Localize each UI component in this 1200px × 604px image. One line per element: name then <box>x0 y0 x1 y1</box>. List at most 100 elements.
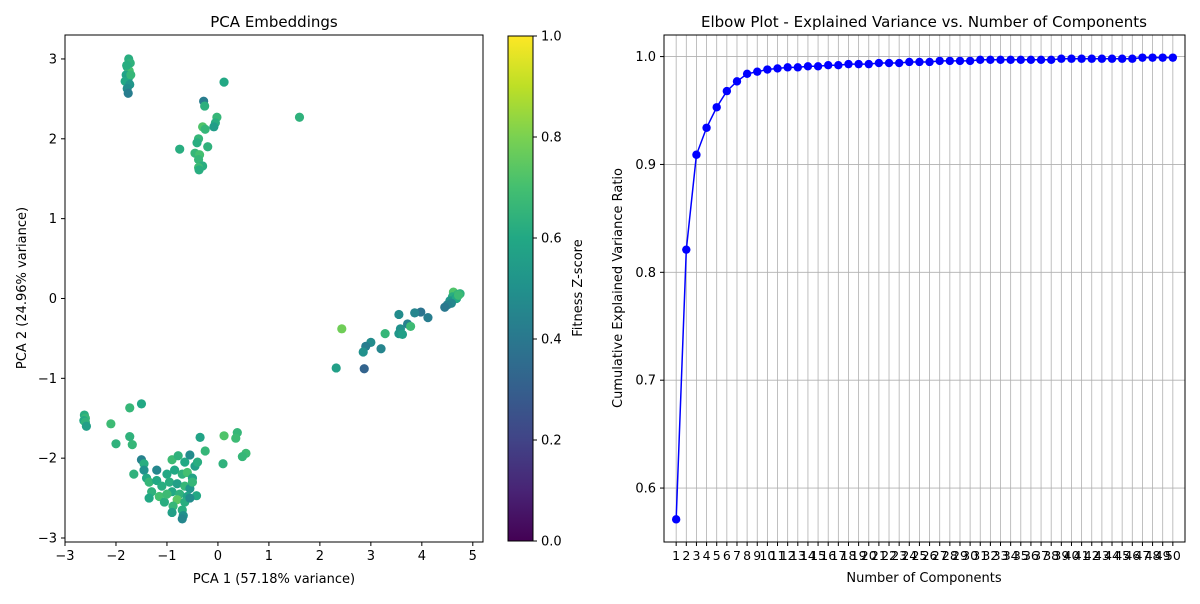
y-tick-label: 0.7 <box>635 374 656 389</box>
x-tick-label: 42 <box>1084 548 1100 563</box>
x-tick-label: 47 <box>1134 548 1150 563</box>
scatter-point <box>200 446 210 456</box>
y-tick-label: 2 <box>49 132 57 147</box>
x-tick-label: 27 <box>932 548 948 563</box>
scatter-point <box>162 469 172 479</box>
x-tick-label: 26 <box>922 548 938 563</box>
x-tick-label: 14 <box>800 548 816 563</box>
elbow-point <box>894 58 904 68</box>
scatter-point <box>164 477 175 487</box>
scatter-point <box>218 459 228 469</box>
scatter-point <box>194 165 204 175</box>
elbow-point <box>965 56 975 66</box>
x-tick-label: 37 <box>1033 548 1049 563</box>
scatter-title: PCA Embeddings <box>210 13 338 31</box>
x-tick-label: 44 <box>1104 548 1120 563</box>
x-tick-label: 1 <box>265 549 273 564</box>
x-tick-label: 11 <box>770 548 786 563</box>
elbow-point <box>773 64 782 73</box>
x-tick-label: 31 <box>972 548 988 563</box>
elbow-point <box>742 69 752 79</box>
elbow-point <box>712 103 721 112</box>
x-tick-label: 38 <box>1043 548 1059 563</box>
x-tick-label: 24 <box>901 548 917 563</box>
scatter-point <box>157 481 167 491</box>
scatter-point <box>136 399 147 409</box>
x-tick-label: 48 <box>1145 548 1161 563</box>
x-tick-label: 46 <box>1124 548 1140 563</box>
elbow-point <box>682 245 691 254</box>
x-tick-label: 25 <box>911 548 927 563</box>
scatter-point <box>177 514 187 524</box>
elbow-point <box>1138 53 1147 62</box>
elbow-point <box>1006 55 1015 65</box>
elbow-point <box>874 58 884 68</box>
scatter-point <box>81 421 92 431</box>
scatter-point <box>219 77 229 87</box>
scatter-point <box>192 138 202 148</box>
scatter-point <box>111 439 121 449</box>
scatter-point <box>126 70 136 80</box>
x-tick-label: 41 <box>1074 548 1090 563</box>
x-tick-label: 19 <box>851 548 867 563</box>
x-tick-label: 9 <box>753 548 761 563</box>
scatter-point <box>200 101 210 111</box>
scatter-point <box>152 465 162 475</box>
x-tick-label: 34 <box>1003 548 1019 563</box>
x-tick-label: 39 <box>1053 548 1069 563</box>
x-tick-label: 3 <box>367 549 375 564</box>
elbow-point <box>783 63 792 72</box>
elbow-point <box>824 61 833 70</box>
scatter-point <box>144 493 154 503</box>
scatter-point <box>169 465 180 475</box>
scatter-point <box>359 364 369 374</box>
x-tick-label: 40 <box>1064 548 1080 563</box>
elbow-xlabel: Number of Components <box>846 571 1001 586</box>
x-tick-label: −2 <box>106 549 125 564</box>
colorbar-ticks: 0.0 0.2 0.4 0.6 0.8 1.0 <box>533 30 562 550</box>
scatter-point <box>185 450 195 460</box>
x-tick-label: 35 <box>1013 548 1029 563</box>
x-tick-label: 29 <box>952 548 968 563</box>
scatter-point <box>358 347 368 357</box>
elbow-point <box>884 58 894 68</box>
scatter-point <box>337 324 347 334</box>
scatter-x-ticks: −3 −2 −1 0 1 2 3 4 5 <box>55 542 477 564</box>
y-tick-label: −2 <box>38 452 57 467</box>
elbow-grid <box>664 35 1185 542</box>
scatter-point <box>127 439 137 450</box>
x-tick-label: 12 <box>780 548 796 563</box>
colorbar-tick-label: 1.0 <box>541 30 562 45</box>
x-tick-label: 1 <box>672 548 680 563</box>
x-tick-label: 5 <box>469 549 477 564</box>
x-tick-label: 45 <box>1114 548 1130 563</box>
elbow-point <box>1168 53 1178 62</box>
elbow-point <box>844 59 853 69</box>
x-tick-label: 20 <box>861 548 877 563</box>
elbow-point <box>732 77 742 86</box>
elbow-point <box>793 63 802 72</box>
colorbar-tick-label: 0.2 <box>541 434 562 449</box>
elbow-point <box>1107 54 1117 63</box>
elbow-point <box>671 515 681 524</box>
x-tick-label: −3 <box>55 549 74 564</box>
elbow-point <box>1087 54 1096 63</box>
scatter-point <box>167 507 177 518</box>
y-tick-label: 1.0 <box>635 50 656 65</box>
x-tick-label: 10 <box>759 548 775 563</box>
elbow-point <box>1067 54 1076 63</box>
elbow-point <box>996 55 1005 65</box>
scatter-point <box>173 451 183 461</box>
x-tick-label: 5 <box>713 548 721 563</box>
y-tick-label: 0.6 <box>635 482 656 497</box>
scatter-point <box>125 432 135 442</box>
scatter-point <box>406 321 416 332</box>
elbow-point <box>1158 53 1167 62</box>
x-tick-label: 22 <box>881 548 897 563</box>
elbow-point <box>905 57 914 67</box>
scatter-point <box>185 493 195 503</box>
elbow-axes-frame <box>663 34 1186 543</box>
y-tick-label: 0.9 <box>635 158 656 173</box>
scatter-y-ticks: −3 −2 −1 0 1 2 3 <box>38 52 65 547</box>
scatter-point <box>123 88 133 98</box>
